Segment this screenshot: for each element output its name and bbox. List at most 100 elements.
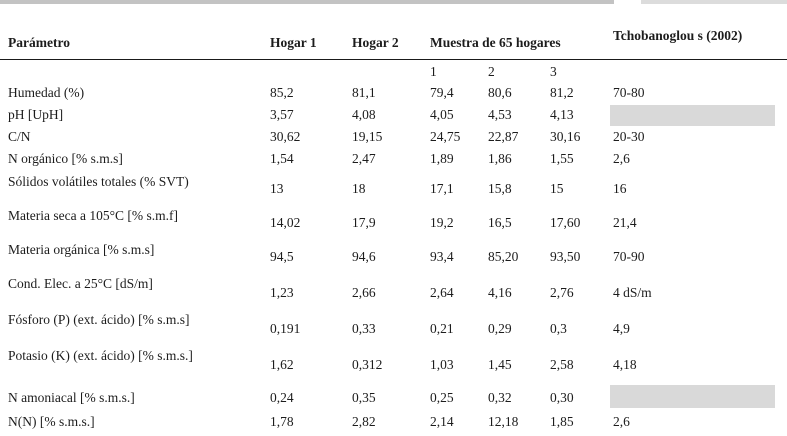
- col-header-parametro: Parámetro: [0, 0, 262, 60]
- row-value: 79,4: [430, 84, 454, 100]
- clipped-shading-left: [0, 0, 614, 4]
- row-label: Materia orgánica [% s.m.s]: [8, 242, 155, 257]
- row-label: Materia seca a 105°C [% s.m.f]: [8, 208, 178, 223]
- row-value: 21,4: [613, 215, 637, 231]
- row-value: 17,60: [550, 215, 581, 231]
- row-value: 4,18: [613, 357, 637, 373]
- row-value: 1,78: [262, 410, 344, 436]
- row-value: 2,76: [550, 285, 574, 301]
- row-value: 0,35: [352, 390, 376, 406]
- row-value: 2,66: [352, 285, 376, 301]
- row-value: 1,54: [270, 150, 294, 166]
- row-value: 4,08: [352, 106, 376, 122]
- row-label: N(N) [% s.m.s.]: [0, 410, 262, 436]
- subheader-empty: [262, 60, 344, 83]
- row-value: 2,82: [344, 410, 422, 436]
- row-value: 0,21: [430, 321, 454, 337]
- row-label: N amoniacal [% s.m.s.]: [8, 390, 135, 406]
- row-value: 1,03: [430, 357, 454, 373]
- row-value: 93,4: [430, 249, 454, 265]
- col-header-tchobanoglous: Tchobanoglou s (2002): [605, 0, 787, 60]
- row-value: 19,2: [430, 215, 454, 231]
- row-value: 4,05: [430, 106, 454, 122]
- subheader-row: 1 2 3: [0, 60, 787, 83]
- row-value: 16: [613, 181, 627, 197]
- row-value: 3,57: [270, 106, 294, 122]
- row-value-empty: [605, 104, 787, 126]
- row-value: 24,75: [430, 128, 461, 144]
- empty-reference-shading: [610, 104, 776, 126]
- row-value: 19,15: [352, 128, 383, 144]
- row-label: Humedad (%): [8, 84, 85, 100]
- table-row: Fósforo (P) (ext. ácido) [% s.m.s] 0,191 0…: [0, 308, 787, 344]
- table-body: Humedad (%) 85,2 81,1 79,4 80,6 81,2 70-80 pH […: [0, 82, 787, 436]
- row-value: 0,312: [352, 357, 383, 373]
- row-value: 17,9: [352, 215, 376, 231]
- row-label: pH [UpH]: [8, 106, 64, 122]
- row-value: 4,16: [488, 285, 512, 301]
- row-value: 81,1: [352, 84, 376, 100]
- table-row: Sólidos volátiles totales (% SVT) 13 18 17,…: [0, 170, 787, 204]
- row-value: 2,14: [422, 410, 480, 436]
- table-header: Parámetro Hogar 1 Hogar 2 Muestra de 65 …: [0, 0, 787, 82]
- row-value: 30,62: [270, 128, 301, 144]
- subheader-empty: [605, 60, 787, 83]
- row-value: 30,16: [550, 128, 581, 144]
- row-value: 0,29: [488, 321, 512, 337]
- table-row: Materia orgánica [% s.m.s] 94,5 94,6 93,4 85…: [0, 238, 787, 272]
- row-value: 0,25: [430, 390, 454, 406]
- subheader-sample-2: 2: [488, 63, 495, 79]
- row-value: 13: [270, 181, 284, 197]
- table-row: N(N) [% s.m.s.] 1,78 2,82 2,14 12,18 1,85 2,6: [0, 410, 787, 436]
- row-value: 0,3: [550, 321, 567, 337]
- row-value: 85,20: [488, 249, 519, 265]
- table-row: Humedad (%) 85,2 81,1 79,4 80,6 81,2 70-80: [0, 82, 787, 104]
- row-value: 1,86: [488, 150, 512, 166]
- row-value: 1,23: [270, 285, 294, 301]
- row-value: 4,53: [488, 106, 512, 122]
- table-row: C/N 30,62 19,15 24,75 22,87 30,16 20-30: [0, 126, 787, 148]
- row-value: 20-30: [613, 128, 645, 144]
- header-row: Parámetro Hogar 1 Hogar 2 Muestra de 65 …: [0, 0, 787, 60]
- row-label: Potasio (K) (ext. ácido) [% s.m.s.]: [8, 348, 193, 363]
- row-value: 1,89: [430, 150, 454, 166]
- col-header-hogar-1: Hogar 1: [262, 0, 344, 60]
- row-value: 2,64: [430, 285, 454, 301]
- row-value: 4,9: [613, 321, 630, 337]
- row-value: 81,2: [550, 84, 574, 100]
- row-value: 4,13: [550, 106, 574, 122]
- row-value: 15: [550, 181, 564, 197]
- row-value: 94,6: [352, 249, 376, 265]
- table-row: pH [UpH] 3,57 4,08 4,05 4,53 4,13: [0, 104, 787, 126]
- row-value: 4 dS/m: [613, 285, 652, 301]
- row-value: 85,2: [270, 84, 294, 100]
- table-row: N orgánico [% s.m.s] 1,54 2,47 1,89 1,86 1,55…: [0, 148, 787, 170]
- table-row: Materia seca a 105°C [% s.m.f] 14,02 17,9 1…: [0, 204, 787, 238]
- row-value: 16,5: [488, 215, 512, 231]
- row-value: 2,58: [550, 357, 574, 373]
- row-value: 0,33: [352, 321, 376, 337]
- table-row: Potasio (K) (ext. ácido) [% s.m.s.] 1,62 0…: [0, 344, 787, 380]
- col-header-hogar-2: Hogar 2: [344, 0, 422, 60]
- row-value: 80,6: [488, 84, 512, 100]
- subheader-sample-3: 3: [550, 63, 557, 79]
- table-row: N amoniacal [% s.m.s.] 0,24 0,35 0,25 0,32 0,…: [0, 380, 787, 410]
- row-value: 22,87: [488, 128, 519, 144]
- row-value: 0,30: [550, 390, 574, 406]
- row-value: 2,6: [613, 150, 630, 166]
- row-value: 0,32: [488, 390, 512, 406]
- row-value: 1,62: [270, 357, 294, 373]
- table-row: Cond. Elec. a 25°C [dS/m] 1,23 2,66 2,64 4,1…: [0, 272, 787, 308]
- row-label: Cond. Elec. a 25°C [dS/m]: [8, 276, 153, 291]
- row-value: 1,85: [542, 410, 606, 436]
- clipped-shading-right: [641, 0, 787, 4]
- row-value: 18: [352, 181, 366, 197]
- row-label: Sólidos volátiles totales (% SVT): [8, 174, 189, 189]
- row-value: 70-80: [613, 84, 645, 100]
- row-value: 12,18: [480, 410, 542, 436]
- row-value: 14,02: [270, 215, 301, 231]
- subheader-empty: [344, 60, 422, 83]
- row-value: 70-90: [613, 249, 645, 265]
